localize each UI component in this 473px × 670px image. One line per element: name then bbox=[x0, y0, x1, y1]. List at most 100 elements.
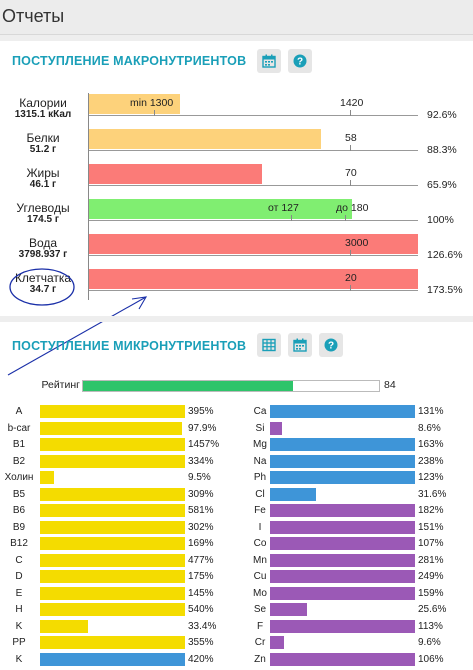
micro-right-label: Ph bbox=[253, 472, 267, 483]
micro-right-label: Fe bbox=[254, 505, 266, 516]
micro-right-percent: 25.6% bbox=[418, 604, 447, 615]
micro-left-label: B12 bbox=[10, 538, 28, 549]
macro-bar bbox=[88, 234, 418, 254]
micro-left-label: A bbox=[15, 406, 23, 417]
micro-left-bar bbox=[40, 455, 185, 468]
micro-right-bar bbox=[270, 455, 415, 468]
micro-right-bar bbox=[270, 488, 316, 501]
micro-right-bar bbox=[270, 504, 415, 517]
macro-row-name: Клетчатка bbox=[14, 271, 72, 285]
micro-right-label: Se bbox=[253, 604, 267, 615]
macro-row-label: Клетчатка 34.7 г bbox=[0, 272, 86, 296]
micro-right-bar bbox=[270, 587, 415, 600]
macro-row-name: Белки bbox=[26, 131, 60, 145]
macro-section-title: ПОСТУПЛЕНИЕ МАКРОНУТРИЕНТОВ bbox=[12, 54, 247, 68]
micro-right-label: Si bbox=[255, 423, 265, 434]
micro-left-percent: 169% bbox=[188, 538, 214, 549]
micro-left-label: B9 bbox=[12, 522, 26, 533]
micro-left-percent: 477% bbox=[188, 555, 214, 566]
macro-row-percent: 100% bbox=[427, 214, 454, 226]
micro-right-bar bbox=[270, 438, 415, 451]
micro-left-label: B6 bbox=[12, 505, 26, 516]
macro-norm-label: 70 bbox=[345, 167, 357, 179]
macro-row-label: Вода 3798.937 г bbox=[0, 237, 86, 261]
micro-calendar-button[interactable] bbox=[288, 333, 312, 357]
macro-norm-label: 20 bbox=[345, 272, 357, 284]
micro-left-label: E bbox=[15, 588, 23, 599]
rating-track bbox=[82, 380, 380, 392]
micro-right-percent: 9.6% bbox=[418, 637, 441, 648]
micro-right-bar bbox=[270, 405, 415, 418]
micro-table-button[interactable] bbox=[257, 333, 281, 357]
micro-left-percent: 302% bbox=[188, 522, 214, 533]
macro-calendar-button[interactable] bbox=[257, 49, 281, 73]
calendar-icon bbox=[262, 54, 276, 68]
macro-row-name: Калории bbox=[19, 96, 67, 110]
micro-left-label: K bbox=[15, 654, 23, 665]
micro-left-label: K bbox=[15, 621, 23, 632]
macro-baseline bbox=[88, 290, 418, 291]
micro-left-percent: 33.4% bbox=[188, 621, 217, 632]
rating-label: Рейтинг bbox=[41, 379, 80, 391]
macro-min-label: от 127 bbox=[268, 202, 299, 214]
macro-row-percent: 88.3% bbox=[427, 144, 457, 156]
micro-left-bar bbox=[40, 587, 185, 600]
micro-right-percent: 8.6% bbox=[418, 423, 441, 434]
micro-left-bar bbox=[40, 653, 185, 666]
macro-bar bbox=[88, 164, 262, 184]
micro-section-title: ПОСТУПЛЕНИЕ МИКРОНУТРИЕНТОВ bbox=[12, 339, 247, 353]
micro-left-label: B1 bbox=[12, 439, 26, 450]
micro-right-bar bbox=[270, 636, 284, 649]
micro-left-bar bbox=[40, 422, 182, 435]
micro-right-bar bbox=[270, 570, 415, 583]
micro-right-percent: 182% bbox=[418, 505, 444, 516]
macro-row-percent: 173.5% bbox=[427, 284, 463, 296]
micro-right-percent: 238% bbox=[418, 456, 444, 467]
micro-left-label: Холин bbox=[4, 472, 34, 483]
micro-right-bar bbox=[270, 422, 282, 435]
macro-row-label: Калории 1315.1 кКал bbox=[0, 97, 86, 121]
micro-help-button[interactable]: ? bbox=[319, 333, 343, 357]
micro-left-bar bbox=[40, 636, 185, 649]
micro-left-bar bbox=[40, 488, 185, 501]
micro-left-percent: 420% bbox=[188, 654, 214, 665]
annotation-circle bbox=[9, 268, 75, 306]
micro-right-label: Cu bbox=[253, 571, 267, 582]
micro-left-percent: 309% bbox=[188, 489, 214, 500]
micro-right-bar bbox=[270, 653, 415, 666]
rating-value: 84 bbox=[384, 379, 396, 391]
annotation-arrowhead bbox=[131, 296, 148, 310]
macro-help-button[interactable]: ? bbox=[288, 49, 312, 73]
micro-right-percent: 113% bbox=[418, 621, 443, 632]
micro-right-bar bbox=[270, 537, 415, 550]
micro-left-bar bbox=[40, 438, 185, 451]
macro-row-name: Углеводы bbox=[16, 201, 70, 215]
table-icon bbox=[262, 338, 276, 352]
macro-baseline bbox=[88, 115, 418, 116]
micro-left-label: b-car bbox=[7, 423, 31, 434]
micro-right-percent: 123% bbox=[418, 472, 444, 483]
micro-left-percent: 97.9% bbox=[188, 423, 217, 434]
macro-norm-label: до 180 bbox=[336, 202, 369, 214]
micro-right-bar bbox=[270, 554, 415, 567]
micro-right-percent: 249% bbox=[418, 571, 444, 582]
macro-baseline bbox=[88, 220, 418, 221]
micro-right-label: Zn bbox=[254, 654, 266, 665]
macro-row-amount: 51.2 г bbox=[29, 144, 57, 155]
micro-right-percent: 107% bbox=[418, 538, 444, 549]
micro-right-label: Cr bbox=[254, 637, 266, 648]
rating-fill bbox=[83, 381, 293, 391]
section-divider-2 bbox=[0, 316, 473, 322]
macro-row-label: Жиры 46.1 г bbox=[0, 167, 86, 191]
micro-left-bar bbox=[40, 603, 185, 616]
macro-row-percent: 126.6% bbox=[427, 249, 463, 261]
macro-row-name: Вода bbox=[28, 236, 58, 250]
svg-text:?: ? bbox=[328, 341, 334, 352]
macro-norm-tick bbox=[350, 285, 351, 291]
micro-right-label: I bbox=[258, 522, 262, 533]
macro-norm-tick bbox=[350, 145, 351, 151]
macro-norm-tick bbox=[350, 250, 351, 256]
micro-left-percent: 1457% bbox=[188, 439, 220, 450]
micro-right-percent: 159% bbox=[418, 588, 444, 599]
micro-right-percent: 151% bbox=[418, 522, 444, 533]
